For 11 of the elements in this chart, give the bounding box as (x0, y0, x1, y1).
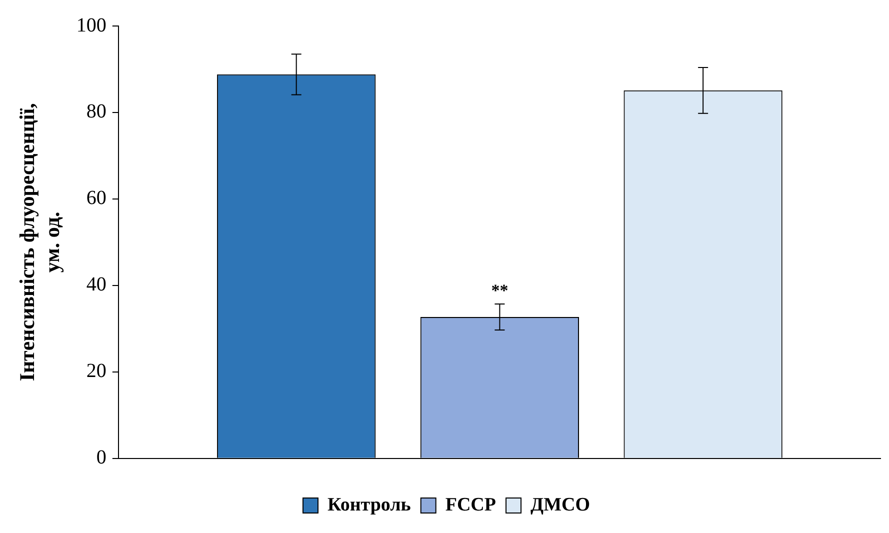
annotation: ** (491, 280, 508, 300)
y-tick-label: 20 (86, 360, 106, 382)
y-tick-label: 40 (86, 274, 106, 296)
legend-label: FCCP (445, 494, 496, 516)
y-tick-label: 80 (86, 100, 106, 123)
y-axis-title: Інтенсивність флуоресценції, ум. од. (15, 103, 64, 382)
legend-label: ДМСО (530, 494, 590, 516)
y-tick-label: 100 (76, 14, 106, 36)
y-tick-label: 0 (96, 446, 106, 469)
legend-label: Контроль (327, 494, 411, 516)
y-tick-label: 60 (86, 187, 106, 210)
